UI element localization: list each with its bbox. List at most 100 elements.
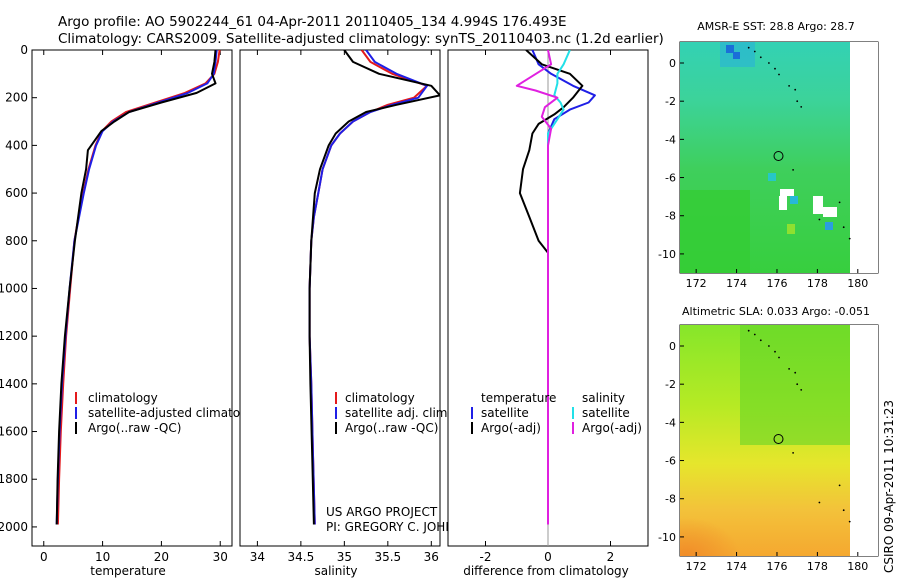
sst-cell <box>790 196 798 204</box>
figure-title-line1: Argo profile: AO 5902244_61 04-Apr-2011 … <box>58 14 567 30</box>
legend-label-climatology: climatology <box>345 391 415 405</box>
island-dot <box>800 389 803 391</box>
salinity-series <box>308 50 440 525</box>
sla-missing-cell <box>850 325 878 556</box>
y-tick-label: 400 <box>5 138 28 152</box>
map-y-tick-label: -6 <box>665 172 676 185</box>
y-tick-label: 200 <box>5 91 28 105</box>
sst-warm-patch <box>680 190 750 273</box>
temperature-xlabel: temperature <box>90 564 165 578</box>
map-y-tick-label: -4 <box>665 133 676 146</box>
map-x-tick-label: 176 <box>766 560 787 573</box>
sst-missing-cell <box>813 196 823 214</box>
sst-axis-ticks: 172 174 176 178 180 0 -2 -4 -6 -8 -10 <box>658 46 868 290</box>
series-line-salinity-argo-adj- <box>515 50 559 525</box>
legend-title-temperature: temperature <box>481 391 556 405</box>
map-y-tick-label: -2 <box>665 95 676 108</box>
map-y-tick-label: -4 <box>665 416 676 429</box>
island-dot <box>848 237 851 240</box>
sla-argo-marker <box>773 434 784 444</box>
map-x-tick-label: 178 <box>807 277 828 290</box>
map-x-tick-label: 172 <box>686 560 707 573</box>
island-dot <box>818 218 821 221</box>
y-tick-label: 1800 <box>0 472 28 486</box>
timestamp-credit: CSIRO 09-Apr-2011 10:31:23 <box>882 400 896 573</box>
legend-label-temp-argo: Argo(-adj) <box>481 421 541 435</box>
sla-map-panel: Altimetric SLA: 0.033 Argo: -0.051 172 17… <box>658 305 879 573</box>
x-tick-label: 35 <box>337 550 352 564</box>
sst-map-panel: AMSR-E SST: 28.8 Argo: 28.7 172 174 176 178… <box>658 20 879 290</box>
sla-map-title: Altimetric SLA: 0.033 Argo: -0.051 <box>682 305 870 318</box>
x-tick-label: 30 <box>213 550 228 564</box>
map-x-tick-label: 172 <box>686 277 707 290</box>
y-tick-label: 600 <box>5 186 28 200</box>
y-tick-label: 1600 <box>0 425 28 439</box>
y-tick-label: 800 <box>5 234 28 248</box>
map-x-tick-label: 178 <box>807 560 828 573</box>
sst-cell-light <box>787 224 795 234</box>
temperature-panel: 0 10 20 30 0 200 400 600 800 1000 1200 1400 1600 180… <box>0 43 266 578</box>
legend-label-climatology: climatology <box>88 391 158 405</box>
island-dot <box>768 62 770 64</box>
map-y-tick-label: 0 <box>669 57 676 70</box>
sst-argo-marker <box>773 151 784 161</box>
map-x-tick-label: 180 <box>847 277 868 290</box>
x-tick-label: 35.5 <box>374 550 401 564</box>
legend-label-temp-satellite: satellite <box>481 406 529 420</box>
difference-series <box>515 50 596 546</box>
x-tick-label: 0 <box>544 550 552 564</box>
sst-cell <box>825 222 833 230</box>
difference-panel: -2 0 2 difference from climatology tempera… <box>447 49 649 578</box>
depth-axis-ticks: 0 200 400 600 800 1000 1200 1400 1600 1800 2000 <box>0 43 37 534</box>
x-tick-label: 36 <box>424 550 439 564</box>
map-x-tick-label: 176 <box>766 277 787 290</box>
sla-axis-ticks: 172 174 176 178 180 0 -2 -4 -6 -8 -10 <box>658 329 868 573</box>
legend-label-sal-argo: Argo(-adj) <box>582 421 642 435</box>
y-tick-label: 1000 <box>0 281 28 295</box>
island-dot <box>792 169 794 171</box>
map-y-tick-label: -10 <box>658 531 676 544</box>
island-dot <box>842 226 845 229</box>
island-dot <box>753 50 756 53</box>
salinity-axis-ticks: 34 34.5 35 35.5 36 <box>250 50 439 564</box>
temperature-legend: climatology satellite-adjusted climatolo… <box>75 391 266 435</box>
sst-missing-cell <box>779 196 787 210</box>
island-dot <box>842 509 845 512</box>
figure-title-line2: Climatology: CARS2009. Satellite-adjuste… <box>58 31 664 47</box>
island-dot <box>759 56 762 59</box>
island-dot <box>838 201 841 204</box>
y-tick-label: 1200 <box>0 329 28 343</box>
series-line-temperature-argo-adj- <box>518 50 584 525</box>
island-dot <box>747 46 750 49</box>
island-dot <box>792 452 794 454</box>
salinity-xlabel: salinity <box>314 564 357 578</box>
sst-cell <box>768 173 776 181</box>
sla-green-patch <box>740 325 850 445</box>
map-y-tick-label: -8 <box>665 210 676 223</box>
island-dot <box>778 356 780 359</box>
island-dot <box>788 85 790 87</box>
map-y-tick-label: -8 <box>665 493 676 506</box>
island-dot <box>838 484 841 487</box>
x-tick-label: 10 <box>95 550 110 564</box>
sla-field <box>680 325 878 556</box>
island-dot <box>768 345 770 347</box>
legend-title-salinity: salinity <box>582 391 625 405</box>
series-line-argo <box>308 50 440 525</box>
legend-label-sal-satellite: satellite <box>582 406 630 420</box>
map-y-tick-label: -6 <box>665 455 676 468</box>
temperature-plot-frame <box>31 49 233 547</box>
sst-field <box>680 42 878 273</box>
sst-cell-dark <box>726 45 734 53</box>
island-dot <box>774 67 776 70</box>
legend-label-argo: Argo(..raw -QC) <box>88 421 181 435</box>
salinity-panel: 34 34.5 35 35.5 36 salinity climatology sate… <box>239 49 480 578</box>
y-tick-label: 2000 <box>0 520 28 534</box>
island-dot <box>796 383 799 386</box>
island-dot <box>848 520 851 523</box>
map-x-tick-label: 174 <box>726 560 747 573</box>
island-dot <box>778 73 780 76</box>
salinity-plot-frame <box>239 49 441 547</box>
island-dot <box>794 371 797 374</box>
sla-warm-patch <box>680 470 800 556</box>
